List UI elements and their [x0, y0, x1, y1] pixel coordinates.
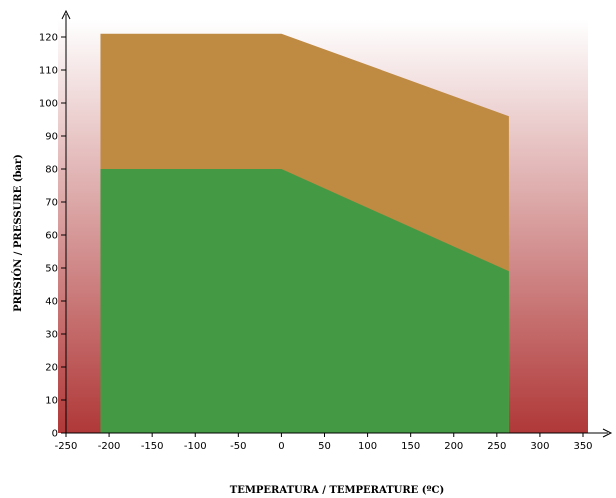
x-tick-label: 250	[487, 441, 506, 452]
y-axis-title: PRESIÓN / PRESSURE (bar)	[12, 154, 24, 312]
x-ticks: -250 -200 -150 -100 -50 0 50 100 150 200 250 300 350	[55, 433, 593, 452]
y-tick-label: 100	[39, 99, 58, 110]
y-axis-arrow	[61, 9, 71, 20]
x-tick-label: -250	[55, 441, 78, 452]
y-tick-label: 20	[45, 363, 58, 374]
y-tick-label: 40	[45, 297, 58, 308]
x-tick-label: 350	[573, 441, 592, 452]
x-tick-label: -100	[184, 441, 207, 452]
y-tick-label: 10	[45, 396, 58, 407]
x-tick-label: 100	[358, 441, 377, 452]
x-tick-label: 50	[318, 441, 331, 452]
x-tick-label: -50	[230, 441, 246, 452]
series-area-2	[100, 169, 509, 433]
x-tick-label: 300	[530, 441, 549, 452]
axes	[61, 9, 613, 438]
y-tick-label: 80	[45, 165, 58, 176]
y-tick-label: 50	[45, 264, 58, 275]
y-tick-label: 120	[39, 33, 58, 44]
y-tick-label: 110	[39, 66, 58, 77]
y-tick-label: 60	[45, 231, 58, 242]
y-tick-label: 90	[45, 132, 58, 143]
x-tick-label: 0	[278, 441, 284, 452]
x-tick-label: -150	[141, 441, 164, 452]
y-tick-label: 70	[45, 198, 58, 209]
x-axis-title: TEMPERATURA / TEMPERATURE (ºC)	[230, 485, 444, 496]
y-tick-label: 0	[52, 429, 58, 440]
y-ticks: 0 10 20 30 40 50 60 70 80 90 100 110 120	[39, 33, 66, 440]
x-axis-arrow	[602, 428, 613, 438]
x-tick-label: -200	[98, 441, 121, 452]
x-tick-label: 200	[444, 441, 463, 452]
y-tick-label: 30	[45, 330, 58, 341]
x-tick-label: 150	[401, 441, 420, 452]
series-areas	[100, 33, 509, 433]
